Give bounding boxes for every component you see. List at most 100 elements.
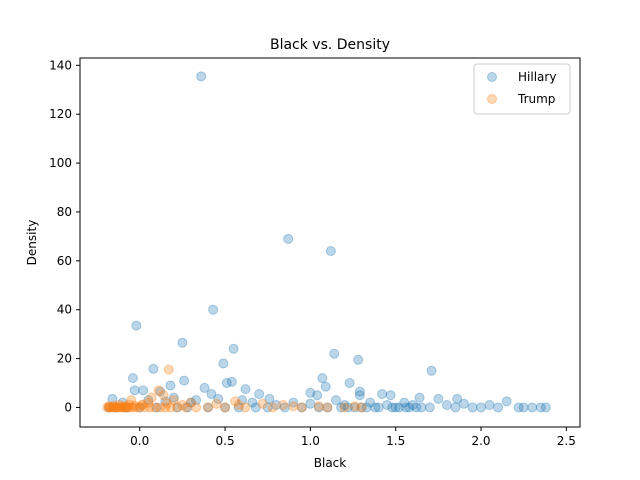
- axis-ticks-layer: 0.0 0.5 1.0 1.5 2.0 2.5 0 20 40 60 80 100 120 140: [49, 58, 576, 448]
- data-point-trump: [129, 400, 140, 411]
- data-point-hillary: [370, 402, 381, 413]
- data-point-hillary: [354, 390, 365, 401]
- legend-label-hillary: Hillary: [518, 70, 556, 84]
- data-point-hillary: [407, 400, 418, 411]
- data-point-trump: [177, 400, 188, 411]
- data-point-hillary: [177, 337, 188, 348]
- data-point-hillary: [416, 402, 427, 413]
- y-axis-label: Density: [25, 220, 39, 266]
- data-point-trump: [138, 399, 149, 410]
- data-point-hillary: [336, 402, 347, 413]
- data-point-trump: [165, 402, 176, 413]
- legend-label-trump: Trump: [517, 92, 555, 106]
- data-point-trump: [122, 402, 133, 413]
- data-point-hillary: [330, 395, 341, 406]
- data-point-trump: [155, 402, 166, 413]
- x-tick-label: 2.5: [557, 434, 576, 448]
- data-point-hillary: [342, 402, 353, 413]
- legend-marker-hillary: [487, 72, 497, 82]
- data-point-hillary: [148, 363, 159, 374]
- data-point-trump: [110, 402, 121, 413]
- data-point-hillary: [354, 386, 365, 397]
- data-point-hillary: [168, 392, 179, 403]
- data-point-hillary: [117, 397, 128, 408]
- data-point-trump: [172, 402, 183, 413]
- data-point-hillary: [452, 393, 463, 404]
- data-point-hillary: [399, 397, 410, 408]
- data-point-hillary: [264, 393, 275, 404]
- data-point-hillary: [365, 397, 376, 408]
- data-point-hillary: [426, 365, 437, 376]
- data-point-trump: [143, 397, 154, 408]
- data-point-hillary: [313, 402, 324, 413]
- data-point-hillary: [344, 378, 355, 389]
- data-point-hillary: [400, 402, 411, 413]
- data-point-trump: [104, 401, 115, 412]
- data-point-hillary: [172, 402, 183, 413]
- data-point-hillary: [220, 402, 231, 413]
- data-point-trump: [220, 402, 231, 413]
- data-point-trump: [191, 402, 202, 413]
- data-point-trump: [105, 402, 116, 413]
- data-point-trump: [240, 402, 251, 413]
- data-point-trump: [267, 402, 278, 413]
- data-point-hillary: [394, 402, 405, 413]
- data-point-trump: [185, 397, 196, 408]
- data-point-hillary: [134, 402, 145, 413]
- legend: Hillary Trump: [473, 63, 571, 115]
- data-point-hillary: [196, 71, 207, 82]
- y-tick-label: 40: [57, 303, 72, 317]
- data-point-trump: [117, 402, 128, 413]
- data-point-trump: [313, 401, 324, 412]
- data-point-trump: [109, 402, 120, 413]
- data-point-trump: [136, 400, 147, 411]
- data-point-hillary: [424, 402, 435, 413]
- data-point-trump: [127, 402, 138, 413]
- data-point-hillary: [254, 389, 265, 400]
- data-point-hillary: [202, 402, 213, 413]
- data-point-trump: [104, 402, 115, 413]
- x-tick-label: 2.0: [471, 434, 490, 448]
- data-point-trump: [349, 401, 360, 412]
- data-point-trump: [134, 402, 145, 413]
- data-point-trump: [356, 402, 367, 413]
- data-point-hillary: [233, 402, 244, 413]
- data-point-hillary: [382, 400, 393, 411]
- data-point-hillary: [312, 390, 323, 401]
- data-point-trump: [162, 398, 173, 409]
- data-point-trump: [144, 402, 155, 413]
- data-point-hillary: [131, 320, 142, 331]
- data-point-hillary: [155, 386, 166, 397]
- y-tick-label: 20: [57, 352, 72, 366]
- legend-marker-trump: [487, 94, 497, 104]
- data-point-hillary: [535, 402, 546, 413]
- data-point-trump: [115, 402, 126, 413]
- data-point-hillary: [143, 395, 154, 406]
- data-point-hillary: [165, 380, 176, 391]
- data-point-hillary: [182, 402, 193, 413]
- data-point-hillary: [185, 397, 196, 408]
- data-point-hillary: [329, 348, 340, 359]
- data-point-trump: [112, 402, 123, 413]
- data-point-hillary: [356, 402, 367, 413]
- x-tick-label: 1.0: [301, 434, 320, 448]
- data-point-trump: [158, 390, 169, 401]
- data-point-hillary: [226, 376, 237, 387]
- data-point-hillary: [518, 402, 529, 413]
- data-point-hillary: [199, 382, 210, 393]
- data-point-hillary: [237, 395, 248, 406]
- data-points-layer: [102, 71, 551, 413]
- data-point-hillary: [151, 402, 162, 413]
- data-point-trump: [339, 402, 350, 413]
- data-point-hillary: [387, 402, 398, 413]
- data-point-trump: [288, 401, 299, 412]
- data-point-trump: [102, 402, 113, 413]
- data-point-hillary: [513, 402, 524, 413]
- data-point-hillary: [441, 400, 452, 411]
- data-point-hillary: [296, 402, 307, 413]
- plot-frame: [79, 57, 581, 428]
- data-point-hillary: [104, 402, 115, 413]
- data-point-hillary: [353, 354, 364, 365]
- data-point-trump: [121, 402, 132, 413]
